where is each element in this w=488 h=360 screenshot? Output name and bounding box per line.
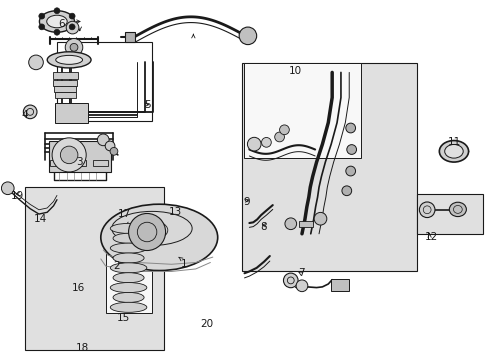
Circle shape [419, 202, 434, 217]
Ellipse shape [47, 52, 91, 68]
Ellipse shape [110, 263, 146, 273]
Text: 4: 4 [22, 111, 28, 121]
Text: 10: 10 [288, 66, 301, 76]
Text: 3: 3 [76, 157, 83, 167]
Circle shape [54, 29, 60, 35]
Bar [49, 140, 110, 172]
Text: 18: 18 [75, 343, 88, 353]
Circle shape [274, 132, 284, 142]
Circle shape [128, 213, 165, 251]
Ellipse shape [101, 204, 217, 271]
Text: 8: 8 [260, 222, 266, 231]
Circle shape [345, 123, 355, 133]
Circle shape [29, 55, 43, 70]
Bar [55, 92, 76, 98]
Circle shape [69, 13, 75, 19]
Bar [417, 194, 482, 234]
Ellipse shape [444, 144, 462, 158]
Ellipse shape [113, 292, 144, 302]
Circle shape [285, 218, 296, 230]
Ellipse shape [56, 55, 82, 64]
Text: 17: 17 [118, 209, 131, 219]
Circle shape [39, 24, 44, 30]
Ellipse shape [113, 253, 144, 263]
Circle shape [97, 134, 109, 146]
Circle shape [296, 280, 307, 292]
Text: 5: 5 [144, 100, 151, 110]
Ellipse shape [113, 233, 144, 243]
Circle shape [54, 8, 60, 14]
Text: 14: 14 [34, 215, 47, 224]
Bar [299, 221, 312, 227]
Circle shape [261, 138, 271, 147]
Text: 11: 11 [447, 138, 460, 147]
Circle shape [313, 212, 326, 225]
Circle shape [283, 273, 298, 288]
Bar [53, 72, 78, 78]
Bar [125, 32, 135, 42]
Text: 7: 7 [298, 268, 304, 278]
Circle shape [70, 44, 78, 51]
Bar [71, 159, 86, 166]
Bar [55, 103, 87, 123]
Circle shape [247, 137, 261, 151]
Circle shape [23, 105, 37, 119]
Bar [50, 159, 64, 166]
Text: 9: 9 [243, 197, 250, 207]
Bar [243, 63, 361, 158]
Text: 19: 19 [11, 191, 24, 201]
Bar [330, 279, 348, 291]
Circle shape [39, 13, 44, 19]
Ellipse shape [110, 243, 146, 253]
Circle shape [66, 21, 79, 34]
Text: 6: 6 [58, 19, 65, 29]
Circle shape [60, 146, 78, 164]
Circle shape [105, 141, 115, 151]
Bar [53, 80, 77, 86]
Circle shape [346, 145, 356, 154]
Bar [105, 223, 152, 313]
Bar [57, 42, 152, 121]
Circle shape [69, 24, 75, 30]
Ellipse shape [40, 11, 74, 32]
Bar [93, 159, 108, 166]
Circle shape [239, 27, 256, 45]
Ellipse shape [110, 224, 146, 233]
Ellipse shape [110, 283, 146, 293]
Bar [54, 86, 76, 92]
Circle shape [110, 147, 118, 155]
Circle shape [1, 182, 14, 195]
Circle shape [279, 125, 289, 135]
Text: 20: 20 [200, 319, 213, 329]
Text: 13: 13 [169, 207, 182, 217]
Text: 12: 12 [424, 232, 437, 242]
Bar [25, 187, 164, 350]
Text: 1: 1 [181, 259, 187, 269]
Circle shape [345, 166, 355, 176]
Text: 15: 15 [116, 313, 129, 323]
Circle shape [65, 39, 82, 56]
Circle shape [52, 138, 86, 172]
Ellipse shape [110, 302, 146, 312]
Ellipse shape [47, 15, 67, 28]
Ellipse shape [448, 202, 466, 217]
Ellipse shape [438, 140, 468, 162]
Text: 16: 16 [71, 283, 84, 293]
Ellipse shape [113, 273, 144, 283]
Text: 2: 2 [113, 261, 120, 271]
Circle shape [341, 186, 351, 195]
Bar [242, 63, 417, 271]
